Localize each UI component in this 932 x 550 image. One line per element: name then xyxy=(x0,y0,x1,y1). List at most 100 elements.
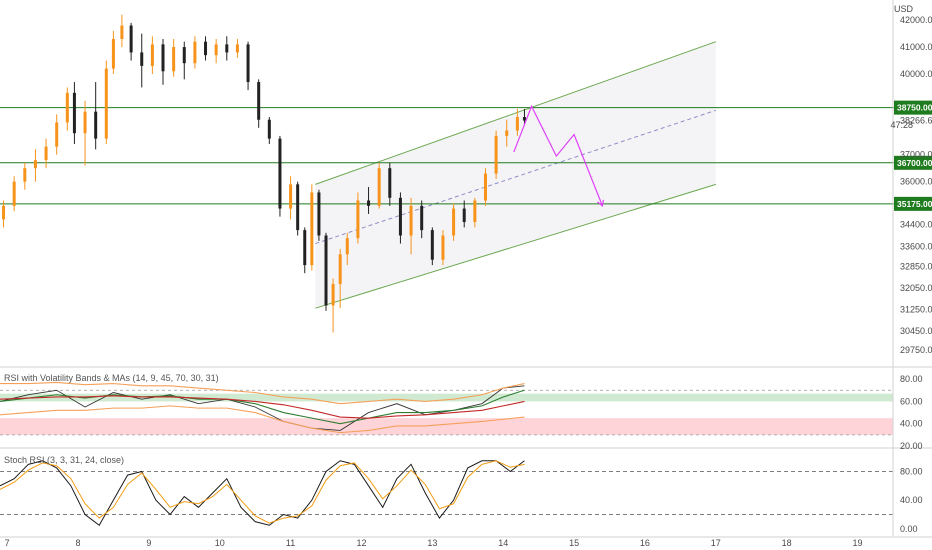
candle-body xyxy=(94,111,98,139)
x-tick-label: 18 xyxy=(782,538,792,548)
x-tick-label: 13 xyxy=(427,538,437,548)
candle xyxy=(235,38,239,58)
candle-body xyxy=(55,122,59,147)
candle-body xyxy=(494,135,498,174)
level-label: 35175.00 xyxy=(897,199,932,209)
candle xyxy=(225,36,229,61)
x-tick-label: 16 xyxy=(640,538,650,548)
candle xyxy=(430,227,434,266)
candle xyxy=(55,114,59,155)
candle-body xyxy=(388,168,392,198)
candle xyxy=(65,87,69,131)
candle-body xyxy=(23,168,27,182)
x-tick-label: 11 xyxy=(286,538,295,548)
candle xyxy=(473,197,477,228)
candle-body xyxy=(182,47,186,64)
price-tick-label: 34400.00 xyxy=(900,220,932,230)
candle-body xyxy=(398,197,402,236)
level-badge xyxy=(894,155,932,170)
candle xyxy=(246,41,250,91)
candle xyxy=(94,82,98,150)
x-tick-label: 17 xyxy=(711,538,721,548)
channel-lower-line xyxy=(315,183,716,309)
candle-body xyxy=(324,235,328,306)
candle-body xyxy=(515,117,519,131)
candle-body xyxy=(33,160,37,169)
candle-body xyxy=(111,38,115,69)
candle xyxy=(289,176,293,220)
candle-body xyxy=(65,92,69,123)
channel-fill xyxy=(315,41,716,309)
candle xyxy=(367,187,371,214)
price-tick-label: 29750.00 xyxy=(900,345,932,355)
candle xyxy=(33,149,37,182)
channel-upper-line xyxy=(315,41,716,185)
candle xyxy=(120,14,124,48)
level-label: 38750.00 xyxy=(897,103,932,113)
candle-body xyxy=(83,111,87,134)
candle-body xyxy=(193,41,197,64)
price-tick-label: 40000.00 xyxy=(900,69,932,79)
candle-body xyxy=(317,192,321,236)
candle-body xyxy=(161,44,165,72)
candle-body xyxy=(120,25,124,39)
candle-body xyxy=(303,230,307,266)
candle-body xyxy=(44,146,48,161)
candle xyxy=(204,36,208,61)
projection-path xyxy=(513,104,603,207)
candle xyxy=(505,119,509,147)
candle-body xyxy=(345,238,349,255)
candle xyxy=(388,162,392,206)
current-price-label: 38266.68 xyxy=(900,116,932,126)
level-badge xyxy=(894,196,932,211)
candle-body xyxy=(129,25,133,53)
candle xyxy=(140,33,144,88)
price-tick-label: 33600.00 xyxy=(900,241,932,251)
candle-body xyxy=(172,47,176,72)
candle-body xyxy=(235,44,239,53)
candle-body xyxy=(522,117,526,121)
candle xyxy=(193,36,197,69)
candle xyxy=(111,30,115,74)
candle xyxy=(409,197,413,255)
candle-body xyxy=(278,138,282,209)
candle-body xyxy=(204,41,208,56)
candle-body xyxy=(257,82,261,120)
price-pane[interactable] xyxy=(0,14,894,333)
pane-title-stoch: Stoch RSI (3, 3, 31, 24, close) xyxy=(4,455,124,465)
candle xyxy=(182,41,186,80)
stoch-tick-label: 0.00 xyxy=(900,524,918,534)
rsi-series-line xyxy=(0,405,525,434)
candle xyxy=(345,232,349,266)
candle xyxy=(257,79,261,128)
candle-body xyxy=(104,68,108,139)
price-tick-label: 41000.00 xyxy=(900,42,932,52)
candle-body xyxy=(483,173,487,201)
candle xyxy=(483,168,487,206)
level-label: 36700.00 xyxy=(897,158,932,168)
stoch-tick-label: 40.00 xyxy=(900,495,923,505)
price-tick-label: 32050.00 xyxy=(900,283,932,293)
candle xyxy=(324,232,328,311)
candle-body xyxy=(473,200,477,223)
candle-body xyxy=(462,208,466,223)
candle-body xyxy=(505,130,509,136)
stoch-tick-label: 80.00 xyxy=(900,467,923,477)
x-tick-label: 15 xyxy=(569,538,579,548)
candle-body xyxy=(420,205,424,231)
candle-body xyxy=(12,181,16,206)
rsi-pane[interactable] xyxy=(0,381,893,436)
price-tick-label: 32850.00 xyxy=(900,261,932,271)
candle-body xyxy=(289,184,293,209)
stoch-rsi-pane[interactable] xyxy=(0,460,893,526)
candle xyxy=(72,82,76,144)
rsi-series-line xyxy=(0,389,525,425)
stoch-series-line xyxy=(0,460,525,526)
candle-body xyxy=(150,44,154,66)
candle xyxy=(317,189,321,241)
candle xyxy=(296,181,300,236)
x-tick-label: 8 xyxy=(75,538,80,548)
candle-body xyxy=(441,235,445,260)
